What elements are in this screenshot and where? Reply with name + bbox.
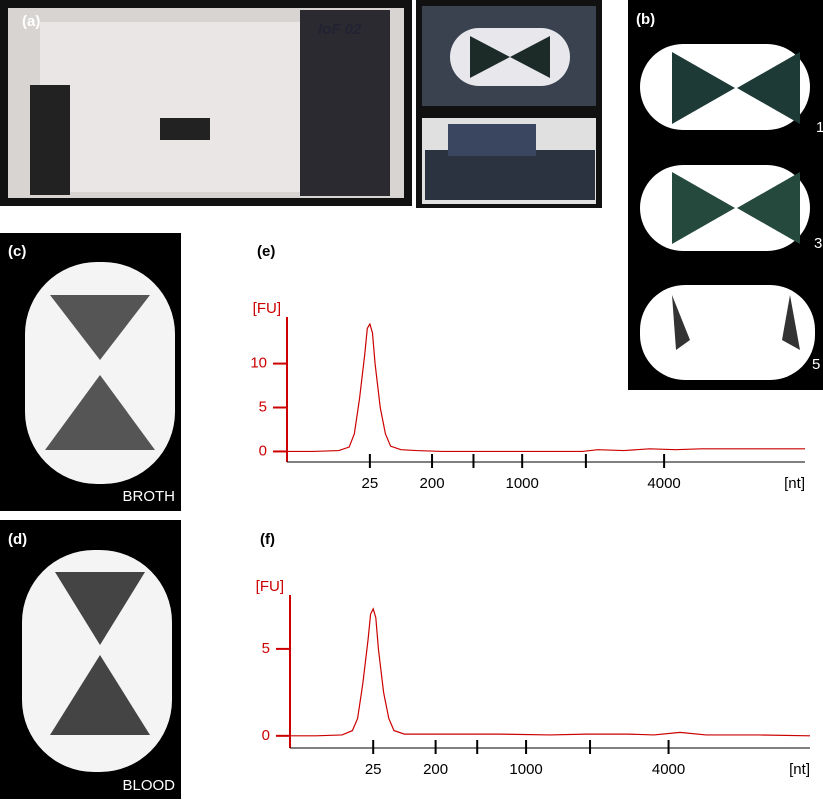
- y-tick-label: 0: [259, 442, 267, 459]
- block: [425, 150, 595, 200]
- x-tick-label: 25: [362, 475, 379, 492]
- panel-label: (d): [8, 531, 27, 548]
- microwave-cavity: [40, 22, 310, 192]
- x-axis-label: [nt]: [789, 761, 810, 778]
- x-tick-label: 25: [365, 761, 382, 778]
- x-tick-label: 4000: [652, 761, 685, 778]
- y-axis-label: [FU]: [253, 300, 281, 317]
- caption: BLOOD: [122, 777, 175, 794]
- x-tick-label: 4000: [647, 475, 680, 492]
- caption: BROTH: [123, 488, 176, 505]
- slide-number: 1: [816, 119, 823, 136]
- slides-b: [640, 44, 815, 380]
- slide-number: 5: [812, 356, 820, 373]
- y-axis-label: [FU]: [256, 578, 284, 595]
- chart-title: (f): [260, 531, 275, 548]
- x-axis-label: [nt]: [784, 475, 805, 492]
- x-tick-label: 200: [423, 761, 448, 778]
- holder: [448, 124, 536, 156]
- x-tick-label: 1000: [509, 761, 542, 778]
- panel-label: (c): [8, 243, 26, 260]
- sample-holder: [160, 118, 210, 140]
- x-tick-label: 1000: [505, 475, 538, 492]
- chart-title: (e): [257, 243, 275, 260]
- panel-label: (b): [636, 11, 655, 28]
- note: IoF 02: [318, 21, 362, 38]
- panel-label: (a): [22, 13, 40, 30]
- figure: (a) IoF 02 (b) 1 3 5 (c) BROTH (d) BLOOD…: [0, 0, 823, 799]
- y-tick-label: 5: [262, 640, 270, 657]
- y-tick-label: 10: [250, 355, 267, 372]
- trace: [290, 609, 810, 736]
- x-tick-label: 200: [420, 475, 445, 492]
- slide-number: 3: [814, 235, 822, 252]
- y-tick-label: 0: [262, 727, 270, 744]
- y-tick-label: 5: [259, 398, 267, 415]
- door-edge: [30, 85, 70, 195]
